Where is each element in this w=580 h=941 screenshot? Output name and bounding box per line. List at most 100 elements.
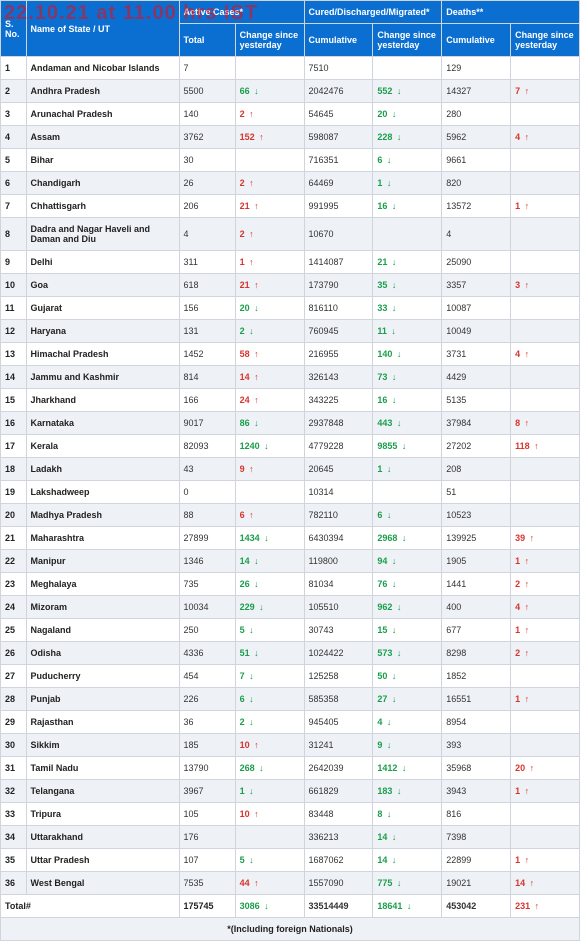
cell-sno: 8 <box>1 218 27 251</box>
change-value: 1240 ↓ <box>240 441 269 451</box>
cell-active-change: 10 ↑ <box>235 803 304 826</box>
arrow-up-icon: ↑ <box>259 132 264 142</box>
cell-cured-change: 6 ↓ <box>373 149 442 172</box>
arrow-up-icon: ↑ <box>254 740 259 750</box>
cell-sno: 30 <box>1 734 27 757</box>
cell-cured-cum: 30743 <box>304 619 373 642</box>
change-value: 2 ↑ <box>515 579 529 589</box>
cell-deaths-change: 1 ↑ <box>511 619 580 642</box>
change-value: 775 ↓ <box>377 878 401 888</box>
cell-state: Lakshadweep <box>26 481 179 504</box>
cell-deaths-cum: 129 <box>442 57 511 80</box>
cell-cured-cum: 105510 <box>304 596 373 619</box>
arrow-down-icon: ↓ <box>397 418 402 428</box>
change-value: 51 ↓ <box>240 648 259 658</box>
cell-active-total: 250 <box>179 619 235 642</box>
arrow-down-icon: ↓ <box>392 395 397 405</box>
cell-cured-cum: 6430394 <box>304 527 373 550</box>
cell-state: Arunachal Pradesh <box>26 103 179 126</box>
cell-deaths-change: 4 ↑ <box>511 126 580 149</box>
arrow-up-icon: ↑ <box>254 809 259 819</box>
change-value: 1 ↑ <box>240 257 254 267</box>
cell-deaths-change <box>511 665 580 688</box>
arrow-down-icon: ↓ <box>249 326 254 336</box>
arrow-down-icon: ↓ <box>397 132 402 142</box>
cell-deaths-change <box>511 504 580 527</box>
arrow-up-icon: ↑ <box>534 441 539 451</box>
cell-cured-cum: 64469 <box>304 172 373 195</box>
cell-deaths-cum: 4 <box>442 218 511 251</box>
cell-active-total: 105 <box>179 803 235 826</box>
cell-deaths-change: 4 ↑ <box>511 596 580 619</box>
arrow-up-icon: ↑ <box>525 349 530 359</box>
arrow-down-icon: ↓ <box>254 556 259 566</box>
cell-cured-cum: 661829 <box>304 780 373 803</box>
cell-active-change: 1434 ↓ <box>235 527 304 550</box>
table-row: 4Assam3762152 ↑598087228 ↓59624 ↑ <box>1 126 580 149</box>
change-value: 66 ↓ <box>240 86 259 96</box>
cell-cured-change: 11 ↓ <box>373 320 442 343</box>
cell-deaths-cum: 51 <box>442 481 511 504</box>
header-deaths-cum: Cumulative <box>442 24 511 57</box>
arrow-up-icon: ↑ <box>525 625 530 635</box>
total-row: Total#1757453086 ↓3351444918641 ↓4530422… <box>1 895 580 918</box>
cell-deaths-change <box>511 389 580 412</box>
cell-cured-cum: 760945 <box>304 320 373 343</box>
header-deaths-group: Deaths** <box>442 1 580 24</box>
cell-cured-change: 15 ↓ <box>373 619 442 642</box>
cell-state: Jammu and Kashmir <box>26 366 179 389</box>
cell-active-change <box>235 481 304 504</box>
arrow-down-icon: ↓ <box>254 418 259 428</box>
cell-sno: 19 <box>1 481 27 504</box>
cell-deaths-cum: 27202 <box>442 435 511 458</box>
cell-cured-cum: 20645 <box>304 458 373 481</box>
arrow-up-icon: ↑ <box>249 510 254 520</box>
change-value: 14 ↑ <box>240 372 259 382</box>
table-row: 32Telangana39671 ↓661829183 ↓39431 ↑ <box>1 780 580 803</box>
arrow-down-icon: ↓ <box>249 694 254 704</box>
cell-sno: 17 <box>1 435 27 458</box>
cell-active-change: 1240 ↓ <box>235 435 304 458</box>
cell-state: Telangana <box>26 780 179 803</box>
cell-cured-change: 76 ↓ <box>373 573 442 596</box>
cell-active-change: 2 ↑ <box>235 172 304 195</box>
cell-cured-cum: 4779228 <box>304 435 373 458</box>
change-value: 7 ↓ <box>240 671 254 681</box>
change-value: 3086 ↓ <box>240 901 269 911</box>
header-deaths-change: Change since yesterday <box>511 24 580 57</box>
cell-cured-cum: 336213 <box>304 826 373 849</box>
change-value: 24 ↑ <box>240 395 259 405</box>
change-value: 6 ↓ <box>240 694 254 704</box>
change-value: 2 ↑ <box>240 109 254 119</box>
change-value: 27 ↓ <box>377 694 396 704</box>
cell-deaths-change: 7 ↑ <box>511 80 580 103</box>
cell-active-total: 3762 <box>179 126 235 149</box>
cell-deaths-change: 3 ↑ <box>511 274 580 297</box>
cell-active-change: 2 ↑ <box>235 218 304 251</box>
cell-deaths-cum: 1852 <box>442 665 511 688</box>
change-value: 8 ↓ <box>377 809 391 819</box>
cell-cured-cum: 2642039 <box>304 757 373 780</box>
cell-deaths-change: 8 ↑ <box>511 412 580 435</box>
cell-deaths-cum: 5962 <box>442 126 511 149</box>
cell-deaths-cum: 8954 <box>442 711 511 734</box>
table-row: 35Uttar Pradesh1075 ↓168706214 ↓228991 ↑ <box>1 849 580 872</box>
change-value: 2 ↑ <box>515 648 529 658</box>
cell-active-change: 152 ↑ <box>235 126 304 149</box>
cell-active-change <box>235 57 304 80</box>
arrow-down-icon: ↓ <box>392 579 397 589</box>
table-row: 20Madhya Pradesh886 ↑7821106 ↓10523 <box>1 504 580 527</box>
cell-sno: 18 <box>1 458 27 481</box>
table-row: 17Kerala820931240 ↓47792289855 ↓27202118… <box>1 435 580 458</box>
cell-sno: 12 <box>1 320 27 343</box>
arrow-up-icon: ↑ <box>530 878 535 888</box>
arrow-down-icon: ↓ <box>264 441 269 451</box>
change-value: 39 ↑ <box>515 533 534 543</box>
cell-deaths-change: 20 ↑ <box>511 757 580 780</box>
change-value: 9 ↓ <box>377 740 391 750</box>
cell-deaths-change <box>511 218 580 251</box>
cell-deaths-cum: 3943 <box>442 780 511 803</box>
cell-cured-change: 9855 ↓ <box>373 435 442 458</box>
cell-cured-change: 6 ↓ <box>373 504 442 527</box>
table-header: S. No. Name of State / UT Active Cases* … <box>1 1 580 57</box>
